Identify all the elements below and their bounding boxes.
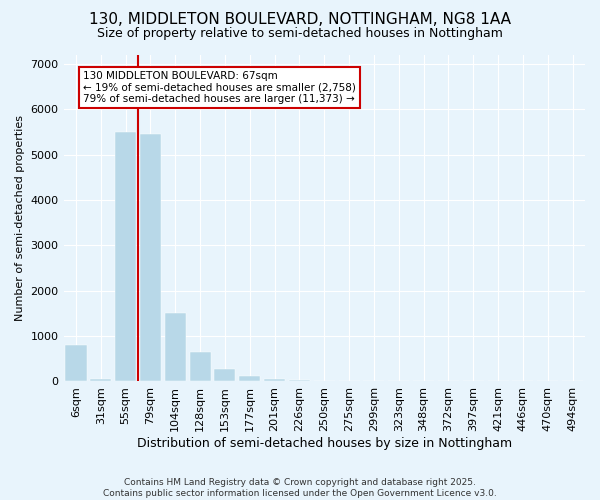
Bar — [65, 345, 86, 382]
Bar — [190, 352, 211, 382]
Bar — [140, 134, 161, 382]
X-axis label: Distribution of semi-detached houses by size in Nottingham: Distribution of semi-detached houses by … — [137, 437, 512, 450]
Text: 130, MIDDLETON BOULEVARD, NOTTINGHAM, NG8 1AA: 130, MIDDLETON BOULEVARD, NOTTINGHAM, NG… — [89, 12, 511, 28]
Bar — [289, 380, 310, 382]
Text: Size of property relative to semi-detached houses in Nottingham: Size of property relative to semi-detach… — [97, 28, 503, 40]
Bar — [239, 376, 260, 382]
Bar — [214, 369, 235, 382]
Bar — [165, 314, 186, 382]
Bar — [90, 379, 112, 382]
Text: 130 MIDDLETON BOULEVARD: 67sqm
← 19% of semi-detached houses are smaller (2,758): 130 MIDDLETON BOULEVARD: 67sqm ← 19% of … — [83, 71, 356, 104]
Bar — [115, 132, 136, 382]
Y-axis label: Number of semi-detached properties: Number of semi-detached properties — [15, 115, 25, 321]
Bar — [264, 379, 285, 382]
Text: Contains HM Land Registry data © Crown copyright and database right 2025.
Contai: Contains HM Land Registry data © Crown c… — [103, 478, 497, 498]
